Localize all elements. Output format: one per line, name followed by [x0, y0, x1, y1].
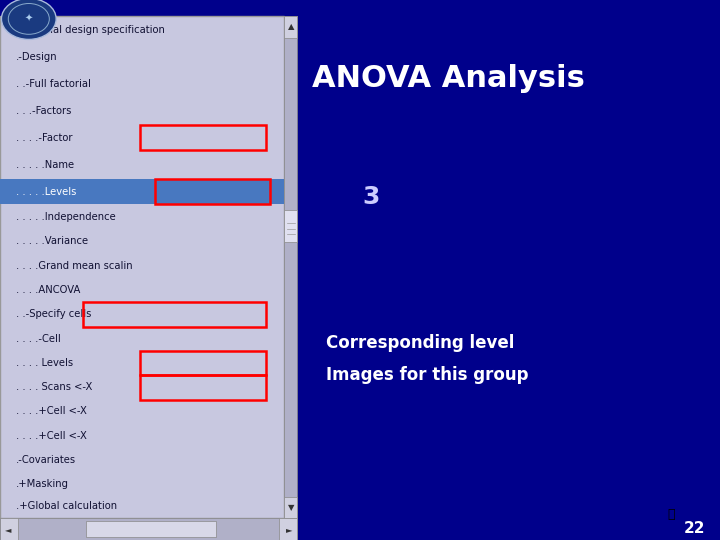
Bar	[284, 210, 297, 242]
Text: 3: 3	[362, 185, 379, 209]
Text: . . . .Grand mean scalin: . . . .Grand mean scalin	[16, 261, 132, 271]
Bar	[83, 302, 266, 327]
Bar	[0, 518, 297, 540]
Text: . . . . .Variance: . . . . .Variance	[16, 237, 88, 246]
Text: ANOVA Analysis: ANOVA Analysis	[312, 64, 585, 93]
Bar	[140, 375, 266, 400]
Bar	[140, 125, 266, 150]
Text: . . . .-Cell: . . . .-Cell	[16, 334, 60, 343]
Bar	[86, 521, 216, 537]
Text: . . .-Factors: . . .-Factors	[16, 106, 71, 116]
Text: . . . .+Cell <-X: . . . .+Cell <-X	[16, 431, 86, 441]
Text: . . . .-Factor: . . . .-Factor	[16, 133, 72, 143]
Text: .+Global calculation: .+Global calculation	[16, 501, 117, 511]
Text: ✦: ✦	[24, 14, 33, 24]
Text: Images for this group: Images for this group	[326, 366, 528, 384]
Bar	[140, 351, 266, 375]
Text: ▼: ▼	[287, 503, 294, 512]
Bar	[0, 179, 284, 204]
Text: 22: 22	[684, 521, 706, 536]
Text: . . . . Levels: . . . . Levels	[16, 358, 73, 368]
Bar	[279, 518, 297, 540]
Text: . . . . .Independence: . . . . .Independence	[16, 212, 116, 222]
Text: ▲: ▲	[287, 23, 294, 31]
Text: ◄: ◄	[5, 525, 12, 534]
Text: ►: ►	[285, 525, 292, 534]
Circle shape	[1, 0, 56, 39]
Text: . .-Specify cells: . .-Specify cells	[16, 309, 91, 319]
Bar	[0, 518, 18, 540]
Bar	[0, 16, 284, 518]
Text: -Factorial design specification: -Factorial design specification	[16, 25, 165, 35]
Text: . .-Full factorial: . .-Full factorial	[16, 79, 91, 89]
Text: .-Covariates: .-Covariates	[16, 455, 76, 465]
Bar	[155, 179, 270, 204]
Bar	[284, 16, 297, 518]
Text: 🔊: 🔊	[667, 508, 675, 521]
Text: . . . . Scans <-X: . . . . Scans <-X	[16, 382, 92, 392]
Text: .+Masking: .+Masking	[16, 480, 69, 489]
Text: . . . . .Name: . . . . .Name	[16, 160, 74, 170]
Text: . . . .+Cell <-X: . . . .+Cell <-X	[16, 407, 86, 416]
Text: .-Design: .-Design	[16, 52, 58, 62]
Bar	[284, 16, 297, 38]
Text: . . . . .Levels: . . . . .Levels	[16, 187, 76, 197]
Text: . . . .ANCOVA: . . . .ANCOVA	[16, 285, 80, 295]
Text: Corresponding level: Corresponding level	[326, 334, 515, 352]
Bar	[284, 497, 297, 518]
